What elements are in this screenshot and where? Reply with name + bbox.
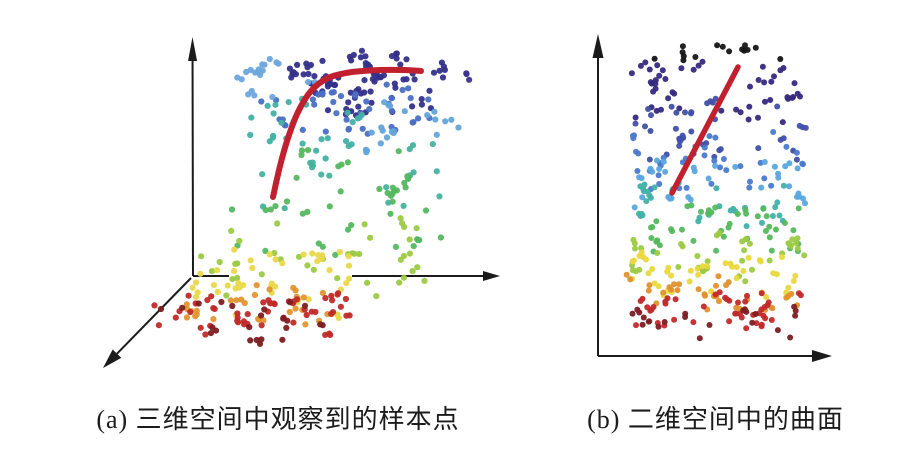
panel-b-band-indigo xyxy=(628,58,803,126)
panel-a-principal-curve xyxy=(270,66,424,200)
panel-a-points xyxy=(151,47,473,347)
panel-a-band-yellow xyxy=(189,246,353,321)
panel-a-band-light-blue-left xyxy=(234,55,318,101)
panel-a-band-navy-outliers xyxy=(463,70,473,83)
panel-a-band-red xyxy=(151,290,353,338)
panel-b-points xyxy=(623,42,809,342)
caption-panel-a: (a) 三维空间中观察到的样本点 xyxy=(96,405,460,434)
panel-b-band-blue-violet xyxy=(632,95,809,163)
panel-a-band-dark-red xyxy=(157,298,326,347)
panel-a-band-green xyxy=(228,147,444,258)
panel-b-axes xyxy=(592,34,832,362)
panel-a-band-light-blue-right xyxy=(362,99,462,156)
panel-b-band-teal xyxy=(636,179,787,230)
caption-panel-b: (b) 二维空间中的曲面 xyxy=(587,405,844,434)
panel-a-band-dark-navy-fold xyxy=(286,47,448,119)
panel-b-band-green xyxy=(648,202,802,255)
x-axis-arrow xyxy=(598,350,832,362)
y-axis-arrow xyxy=(592,34,604,356)
panel-3d-sample-points xyxy=(103,37,500,368)
y-axis-arrow xyxy=(103,277,192,368)
panel-b-band-black xyxy=(651,42,784,64)
z-axis-arrow xyxy=(188,37,198,277)
panel-2d-surface xyxy=(592,34,832,362)
panel-a-band-teal-scatter xyxy=(259,141,443,212)
panel-a-band-yellow-green xyxy=(198,215,428,300)
panel-b-principal-direction xyxy=(669,64,741,196)
x-axis-arrow xyxy=(352,271,500,281)
panel-b-band-dark-red xyxy=(629,303,799,342)
panel-a-band-orange xyxy=(183,282,331,328)
panel-b-band-light-blue xyxy=(631,157,808,211)
panel-a-axes xyxy=(103,37,500,368)
panel-b-band-yellow-green xyxy=(629,229,808,285)
